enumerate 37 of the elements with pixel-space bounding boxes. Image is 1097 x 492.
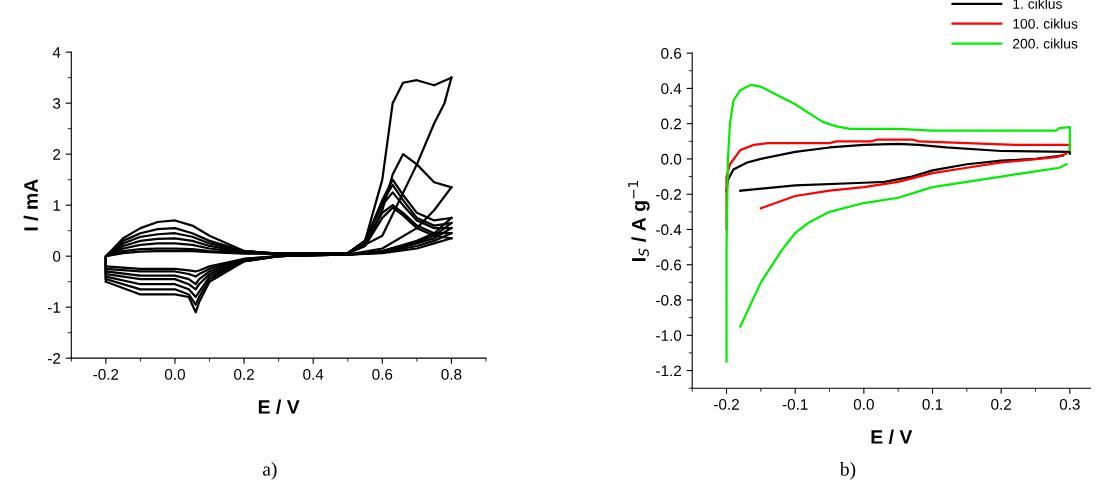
y-tick-label: -1.0	[656, 330, 682, 341]
x-axis-title: E / V	[258, 399, 300, 414]
x-tick-label: 0.0	[853, 399, 874, 410]
x-tick-label: 0.1	[922, 399, 943, 410]
x-tick-label: 0.2	[234, 369, 254, 380]
x-tick-label: -0.2	[714, 399, 739, 410]
y-tick-label: 0.2	[661, 118, 682, 130]
y-tick-label: -1.2	[656, 365, 682, 377]
y-tick-label: -0.4	[656, 224, 682, 236]
text: b)	[839, 462, 856, 480]
y-tick-label: -1	[47, 302, 61, 313]
y-tick-label: 0.6	[661, 48, 682, 59]
y-tick-label: 0.4	[661, 83, 682, 95]
y-tick-label: 3	[52, 98, 61, 109]
y-tick-label: -0.2	[656, 189, 682, 200]
x-tick-label: 0.4	[303, 369, 324, 380]
x-axis-title: E / V	[871, 429, 913, 444]
x-tick-label: 0.3	[1059, 399, 1080, 410]
y-tick-label: -0.6	[656, 259, 682, 271]
x-tick-label: 0.0	[164, 369, 185, 380]
y-tick-label: 0.0	[661, 153, 682, 165]
y-tick-label: 4	[52, 47, 61, 58]
x-tick-label: -0.1	[782, 399, 808, 410]
y-tick-label: -2	[47, 353, 61, 364]
y-tick-label: 1	[53, 200, 61, 211]
x-tick-label: 0.6	[372, 369, 393, 380]
x-tick-label: 0.8	[441, 369, 462, 380]
x-tick-label: -0.2	[93, 369, 119, 380]
x-tick-label: 0.2	[991, 399, 1012, 410]
legend-label: 100. ciklus	[1013, 18, 1078, 29]
y-tick-label: -0.8	[656, 294, 682, 306]
text: a)	[262, 462, 277, 480]
legend-label: 200. ciklus	[1013, 38, 1078, 49]
y-axis-title: I / mA	[23, 179, 39, 231]
y-axis-title: I$_{S}$ / A g$^{−1}$	[628, 180, 650, 261]
y-tick-label: 0	[52, 251, 61, 262]
y-tick-label: 2	[53, 149, 61, 160]
